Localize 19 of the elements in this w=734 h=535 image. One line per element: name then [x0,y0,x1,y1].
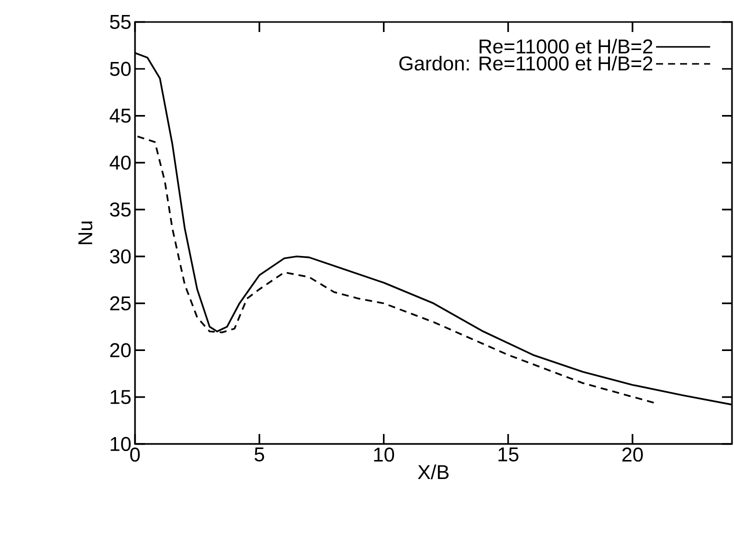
legend-label: Re=11000 et H/B=2 [480,38,652,54]
y-tick-label: 25 [110,296,131,310]
x-tick-label: 15 [498,448,518,462]
y-tick-label: 20 [110,343,131,358]
y-tick-label: 35 [110,202,131,217]
x-tick-label: 20 [622,448,643,462]
y-tick-label: 10 [110,436,131,452]
y-tick-label: 40 [110,156,131,170]
y-tick-label: 30 [110,249,131,264]
y-tick-label: 45 [110,108,131,123]
x-tick-label: 0 [130,448,140,462]
legend-label: Gardon: Re=11000 et H/B=2 [399,56,652,71]
x-axis-title: X/B [418,464,449,480]
y-tick-label: 55 [110,15,131,29]
y-tick-label: 15 [110,390,131,404]
x-tick-label: 10 [374,448,394,462]
y-tick-label: 50 [110,62,131,76]
y-axis-title: Nu [78,222,92,244]
x-tick-label: 5 [254,448,264,462]
